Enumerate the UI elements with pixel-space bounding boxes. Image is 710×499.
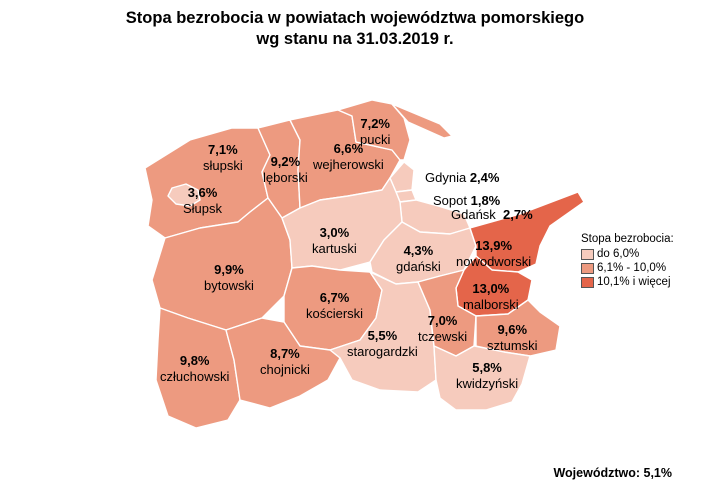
value-kwidzynski: 5,8%	[472, 360, 502, 375]
legend-title: Stopa bezrobocia:	[581, 233, 674, 245]
name-gdynia: Gdynia	[425, 170, 467, 185]
region-nowodworski[interactable]	[469, 191, 585, 273]
label-kartuski: 3,0% kartuski	[312, 225, 357, 257]
value-slupsk: 3,6%	[187, 185, 218, 200]
name-chojnicki: chojnicki	[260, 362, 310, 377]
label-gdansk: Gdańsk 2,7%	[451, 207, 533, 223]
legend-item: 6,1% - 10,0%	[581, 261, 674, 275]
label-leborski: 9,2% lęborski	[263, 154, 308, 186]
region-czluchowski[interactable]	[155, 307, 241, 429]
label-tczewski: 7,0% tczewski	[418, 313, 467, 345]
label-malborski: 13,0% malborski	[463, 281, 519, 313]
name-slupsk: Słupsk	[183, 201, 223, 216]
legend-label-mid: 6,1% - 10,0%	[597, 262, 667, 274]
name-tczewski: tczewski	[418, 329, 468, 344]
legend-swatch-high	[581, 276, 594, 288]
name-gdanski: gdański	[396, 259, 441, 274]
value-pucki: 7,2%	[360, 116, 390, 131]
value-tczewski: 7,0%	[427, 313, 458, 328]
title-line-2: wg stanu na 31.03.2019 r.	[256, 30, 454, 48]
value-chojnicki: 8,7%	[270, 346, 300, 361]
name-nowodworski: nowodworski	[456, 254, 532, 269]
legend-label-low: do 6,0%	[597, 248, 640, 260]
value-wejherowski: 6,6%	[333, 141, 364, 156]
value-gdanski: 4,3%	[403, 243, 434, 258]
name-koscierski: kościerski	[306, 306, 364, 321]
name-gdansk: Gdańsk	[451, 207, 496, 222]
label-nowodworski: 13,9% nowodworski	[456, 238, 531, 270]
legend-item: do 6,0%	[581, 247, 674, 261]
name-pucki: pucki	[360, 132, 391, 147]
name-czluchowski: człuchowski	[160, 369, 230, 384]
name-wejherowski: wejherowski	[313, 157, 384, 172]
value-slupski: 7,1%	[208, 142, 238, 157]
value-koscierski: 6,7%	[319, 290, 350, 305]
name-kartuski: kartuski	[312, 241, 357, 256]
legend-item: 10,1% i więcej	[581, 275, 674, 289]
label-chojnicki: 8,7% chojnicki	[260, 346, 310, 378]
legend-swatch-mid	[581, 262, 594, 274]
value-starogardzki: 5,5%	[367, 328, 398, 343]
name-sopot: Sopot	[433, 193, 467, 208]
name-kwidzynski: kwidzyński	[456, 376, 519, 391]
region-pucki[interactable]	[337, 99, 411, 161]
name-malborski: malborski	[463, 297, 519, 312]
title-line-1: Stopa bezrobocia w powiatach województwa…	[125, 9, 585, 27]
name-slupski: słupski	[203, 158, 243, 173]
label-slupsk: 3,6% Słupsk	[183, 185, 222, 217]
region-kwidzynski[interactable]	[433, 345, 531, 411]
label-wejherowski: 6,6% wejherowski	[313, 141, 384, 173]
legend-label-high: 10,1% i więcej	[597, 276, 671, 288]
name-sztumski: sztumski	[487, 338, 538, 353]
value-leborski: 9,2%	[270, 154, 301, 169]
region-chojnicki[interactable]	[225, 317, 341, 409]
map-title: Stopa bezrobocia w powiatach województwa…	[0, 8, 710, 50]
label-kwidzynski: 5,8% kwidzyński	[456, 360, 518, 392]
label-koscierski: 6,7% kościerski	[306, 290, 363, 322]
label-sztumski: 9,6% sztumski	[487, 322, 538, 354]
value-kartuski: 3,0%	[319, 225, 350, 240]
legend-swatch-low	[581, 248, 594, 260]
value-sztumski: 9,6%	[497, 322, 528, 337]
legend: Stopa bezrobocia: do 6,0% 6,1% - 10,0% 1…	[581, 233, 674, 289]
voivodeship-total: Województwo: 5,1%	[553, 466, 672, 480]
value-malborski: 13,0%	[472, 281, 510, 296]
label-starogardzki: 5,5% starogardzki	[347, 328, 418, 360]
region-slupsk[interactable]	[167, 183, 201, 207]
label-bytowski: 9,9% bytowski	[204, 262, 254, 294]
name-starogardzki: starogardzki	[347, 344, 418, 359]
value-czluchowski: 9,8%	[179, 353, 210, 368]
value-gdansk: 2,7%	[503, 207, 533, 222]
label-czluchowski: 9,8% człuchowski	[160, 353, 229, 385]
label-gdanski: 4,3% gdański	[396, 243, 441, 275]
hel-peninsula	[391, 103, 453, 139]
value-sopot: 1,8%	[470, 193, 501, 208]
name-leborski: lęborski	[263, 170, 308, 185]
value-nowodworski: 13,9%	[475, 238, 513, 253]
label-pucki: 7,2% pucki	[360, 116, 390, 148]
label-slupski: 7,1% słupski	[203, 142, 243, 174]
label-gdynia: Gdynia 2,4%	[425, 170, 499, 186]
value-gdynia: 2,4%	[469, 170, 500, 185]
value-bytowski: 9,9%	[214, 262, 244, 277]
name-bytowski: bytowski	[204, 278, 254, 293]
label-sopot: Sopot 1,8%	[433, 193, 500, 209]
